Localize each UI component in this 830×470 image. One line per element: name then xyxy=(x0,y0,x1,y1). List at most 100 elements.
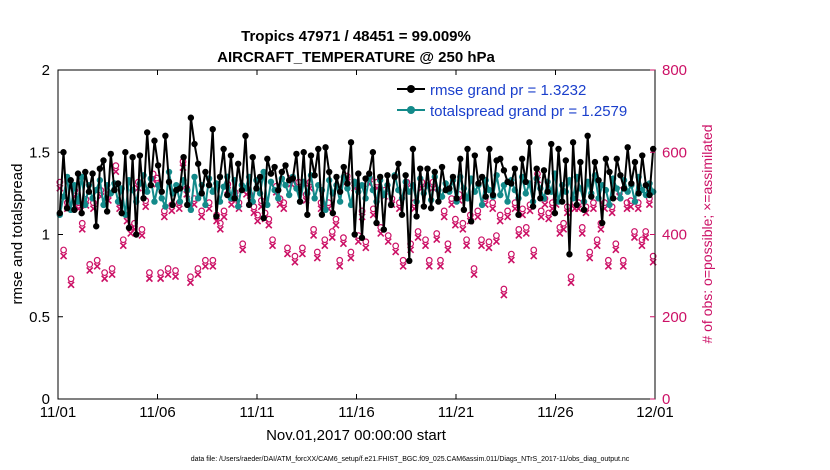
obs-marker xyxy=(477,236,486,250)
rmse-point xyxy=(460,206,468,214)
spread-point xyxy=(344,185,351,192)
rmse-point xyxy=(522,178,529,186)
rmse-point xyxy=(315,145,322,153)
rmse-point xyxy=(387,201,395,209)
y-tick-label: 1.5 xyxy=(29,144,50,161)
spread-point xyxy=(234,203,242,210)
rmse-point xyxy=(264,155,271,163)
obs-marker xyxy=(500,285,508,299)
rmse-point xyxy=(558,198,566,205)
obs-marker xyxy=(78,219,86,233)
rmse-point xyxy=(111,186,118,194)
obs-marker xyxy=(421,236,430,250)
obs-marker xyxy=(630,228,639,242)
spread-point xyxy=(191,173,198,181)
rmse-point xyxy=(129,153,136,161)
obs-marker xyxy=(239,240,247,254)
rmse-point xyxy=(486,145,493,153)
obs-marker xyxy=(310,226,318,240)
obs-marker xyxy=(545,209,553,223)
rmse-point xyxy=(366,170,373,177)
rmse-point xyxy=(336,188,344,195)
obs-marker xyxy=(119,236,127,250)
rmse-point xyxy=(635,190,642,197)
y-tick-label: 0.5 xyxy=(29,309,50,326)
x-tick-label: 11/26 xyxy=(537,404,573,421)
rmse-point xyxy=(231,195,238,202)
spread-point xyxy=(100,201,107,209)
obs-marker xyxy=(586,248,594,262)
spread-point xyxy=(606,201,613,209)
rmse-point xyxy=(475,180,482,187)
rmse-point xyxy=(344,180,351,187)
rmse-point xyxy=(424,165,431,172)
rmse-point xyxy=(631,158,639,166)
obs-marker xyxy=(216,219,224,233)
spread-point xyxy=(631,198,639,205)
rmse-point xyxy=(93,223,100,230)
chart-subtitle: AIRCRAFT_TEMPERATURE @ 250 hPa xyxy=(217,49,495,66)
rmse-point xyxy=(467,218,475,225)
rmse-point xyxy=(209,126,216,133)
rmse-point xyxy=(107,150,114,158)
rmse-point xyxy=(449,173,457,181)
rmse-point xyxy=(253,185,260,192)
obs-marker xyxy=(470,265,478,279)
rmse-point xyxy=(533,165,540,172)
obs-marker xyxy=(112,162,120,176)
obs-marker xyxy=(578,223,586,237)
obs-marker xyxy=(436,256,445,270)
spread-point xyxy=(358,181,366,189)
rmse-point xyxy=(238,186,246,194)
rmse-point xyxy=(300,149,307,156)
rmse-point xyxy=(355,170,362,177)
rmse-point xyxy=(420,203,428,210)
obs-marker xyxy=(254,211,262,225)
rmse-point xyxy=(588,193,595,200)
legend-spread-marker xyxy=(407,106,415,114)
obs-marker xyxy=(638,236,646,250)
spread-point xyxy=(151,198,158,205)
x-axis: 11/01 11/06 11/11 11/16 11/21 11/26 12/01 xyxy=(40,70,674,421)
rmse-point xyxy=(260,214,267,222)
spread-point xyxy=(187,206,195,214)
rmse-point xyxy=(169,201,176,209)
obs-marker xyxy=(522,223,530,237)
obs-marker xyxy=(433,230,441,244)
rmse-point xyxy=(446,185,453,192)
rmse-point xyxy=(591,158,599,166)
rmse-point xyxy=(318,211,326,218)
rmse-point xyxy=(435,198,442,205)
rmse-point xyxy=(471,152,479,159)
rmse-point xyxy=(639,152,646,159)
obs-marker xyxy=(171,267,180,281)
rmse-point xyxy=(409,145,417,153)
obs-marker xyxy=(321,236,329,250)
rmse-point xyxy=(60,149,67,156)
obs-marker xyxy=(399,256,407,270)
obs-marker xyxy=(619,256,627,270)
obs-marker xyxy=(440,207,448,221)
spread-point xyxy=(336,198,344,205)
obs-marker xyxy=(201,256,209,270)
rmse-point xyxy=(103,208,111,215)
spread-point xyxy=(497,191,504,199)
obs-marker xyxy=(194,265,202,279)
obs-marker xyxy=(414,228,422,242)
x-tick-label: 12/01 xyxy=(636,404,674,421)
obs-marker xyxy=(220,207,228,221)
rmse-point xyxy=(158,188,165,195)
rmse-point xyxy=(569,139,577,146)
rmse-point xyxy=(85,188,93,195)
x-tick-label: 11/01 xyxy=(40,404,76,421)
obs-marker xyxy=(474,207,482,221)
rmse-point xyxy=(380,226,388,233)
rmse-point xyxy=(617,172,624,179)
obs-marker xyxy=(362,238,370,252)
rmse-point xyxy=(307,152,315,159)
rmse-point xyxy=(147,181,155,189)
obs-marker xyxy=(560,219,568,233)
rmse-point xyxy=(271,163,278,171)
rmse-point xyxy=(289,175,296,182)
obs-marker xyxy=(612,240,620,254)
